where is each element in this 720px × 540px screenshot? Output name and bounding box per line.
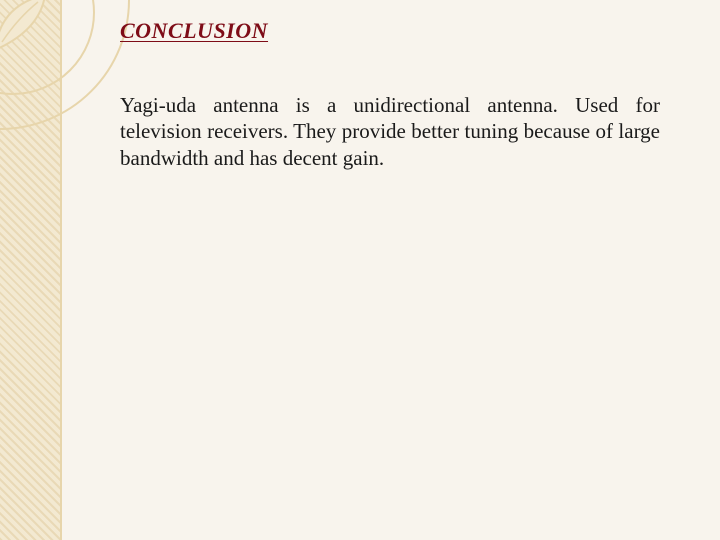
body-region: Yagi-uda antenna is a unidirectional ant… [120,92,660,171]
title-region: CONCLUSION [120,18,268,44]
slide-body-text: Yagi-uda antenna is a unidirectional ant… [120,92,660,171]
corner-leaf-icon [0,0,60,60]
slide-title: CONCLUSION [120,18,268,44]
